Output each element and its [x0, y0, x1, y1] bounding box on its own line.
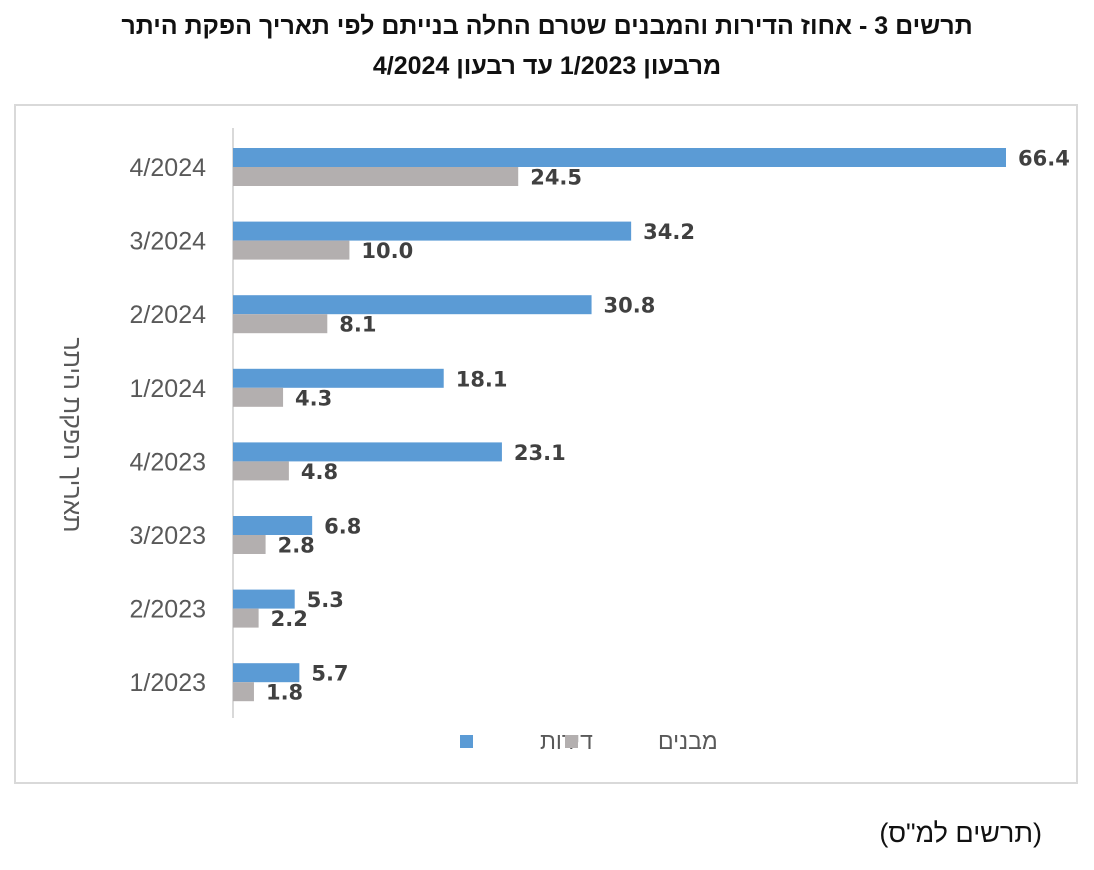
data-label: 30.8: [604, 294, 656, 318]
data-label: 23.1: [514, 441, 566, 465]
legend-swatch-buildings: [565, 735, 578, 748]
category-tick-label: 1/2024: [130, 375, 207, 403]
y-axis-title: תאריך הפקת היתר: [58, 337, 86, 532]
category-tick-label: 2/2023: [130, 596, 206, 624]
bar-apartments: [233, 663, 300, 683]
data-label: 2.2: [271, 607, 308, 631]
data-label: 34.2: [643, 220, 695, 244]
source-note: (תרשים למ"ס): [879, 818, 1042, 848]
bar-buildings: [233, 314, 328, 334]
data-label: 4.3: [295, 386, 332, 410]
data-label: 8.1: [339, 313, 376, 337]
legend-swatch-apartments: [460, 735, 473, 748]
data-label: 24.5: [530, 166, 582, 190]
category-tick-label: 3/2023: [130, 522, 206, 550]
data-label: 5.3: [307, 588, 344, 612]
bar-apartments: [233, 516, 313, 535]
data-label: 18.1: [456, 367, 508, 391]
data-label: 10.0: [361, 239, 413, 263]
category-tick-label: 3/2024: [130, 228, 207, 256]
data-label: 66.4: [1018, 147, 1070, 171]
bar-apartments: [233, 368, 444, 388]
category-tick-label: 2/2024: [130, 301, 207, 329]
bar-buildings: [233, 608, 259, 628]
bar-buildings: [233, 240, 350, 260]
chart-title-line-1: תרשים 3 - אחוז הדירות והמבנים שטרם החלה …: [121, 12, 973, 40]
bar-buildings: [233, 461, 289, 481]
bar-buildings: [233, 167, 519, 186]
bar-buildings: [233, 535, 266, 554]
data-label: 6.8: [324, 515, 361, 539]
category-tick-label: 1/2023: [130, 669, 206, 697]
bar-apartments: [233, 148, 1006, 167]
category-tick-label: 4/2023: [130, 448, 206, 476]
data-label: 5.7: [311, 662, 348, 686]
bar-apartments: [233, 295, 592, 315]
chart-frame: [14, 104, 1078, 784]
data-label: 1.8: [266, 681, 303, 705]
category-tick-label: 4/2024: [130, 154, 207, 182]
bar-buildings: [233, 387, 284, 407]
data-label: 4.8: [301, 460, 338, 484]
bar-apartments: [233, 442, 502, 462]
bar-buildings: [233, 682, 254, 702]
chart-title-line-2: מרבעון 1/2023 עד רבעון 4/2024: [372, 52, 722, 80]
legend-label-buildings: מבנים: [658, 728, 718, 754]
bar-apartments: [233, 589, 295, 609]
bar-apartments: [233, 221, 632, 241]
data-label: 2.8: [278, 534, 315, 558]
